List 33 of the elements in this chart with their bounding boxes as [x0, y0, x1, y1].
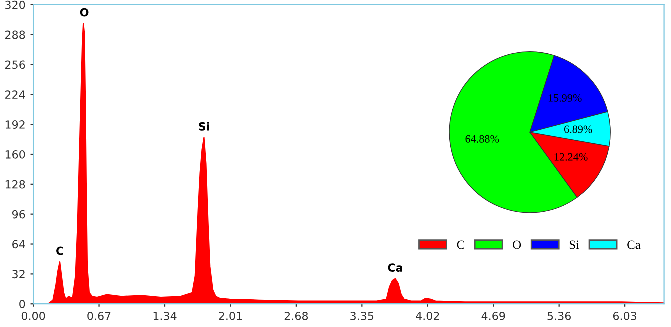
x-tick-label: 4.02	[416, 312, 440, 320]
y-tick-label: 256	[6, 60, 26, 70]
x-tick-label: 0.67	[88, 312, 111, 320]
x-tick-label: 5.36	[548, 312, 571, 320]
y-tick-label: 288	[6, 30, 26, 40]
y-tick-label: 160	[6, 150, 26, 159]
y-tick-label: 0	[20, 300, 26, 308]
annotation: C	[56, 246, 64, 256]
legend-label: O	[513, 240, 522, 250]
x-tick-label: 4.69	[482, 312, 506, 320]
y-tick-label: 96	[12, 210, 26, 219]
data-label: 6.89%	[564, 126, 592, 134]
y-tick-label: 224	[6, 90, 26, 99]
x-tick-label: 3.35	[350, 312, 374, 320]
y-tick-label: 320	[6, 0, 26, 10]
data-label: 15.99%	[548, 94, 582, 102]
annotation: O	[80, 8, 89, 17]
legend-label: Si	[570, 240, 580, 250]
x-tick-label: 0.00	[22, 312, 46, 320]
x-tick-label: 2.68	[284, 312, 308, 320]
x-tick-label: 2.01	[219, 312, 242, 320]
y-tick-label: 128	[6, 180, 26, 189]
data-label: 64.88%	[466, 135, 500, 143]
legend-label: Ca	[628, 240, 641, 250]
x-tick-label: 6.03	[613, 312, 637, 320]
legend-label: C	[457, 240, 464, 250]
y-tick-label: 64	[12, 240, 26, 249]
y-tick-label: 32	[12, 270, 25, 279]
annotation: Si	[199, 122, 210, 131]
data-label: 12.24%	[554, 153, 588, 161]
x-tick-label: 1.34	[154, 312, 177, 320]
annotation: Ca	[388, 264, 402, 272]
y-tick-label: 192	[6, 120, 25, 129]
